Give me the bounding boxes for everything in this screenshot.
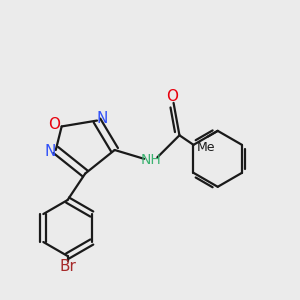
Text: NH: NH <box>141 153 162 167</box>
Text: O: O <box>166 89 178 104</box>
Text: Me: Me <box>197 141 215 154</box>
Text: Br: Br <box>59 259 76 274</box>
Text: O: O <box>48 118 60 133</box>
Text: N: N <box>97 111 108 126</box>
Text: N: N <box>45 144 56 159</box>
